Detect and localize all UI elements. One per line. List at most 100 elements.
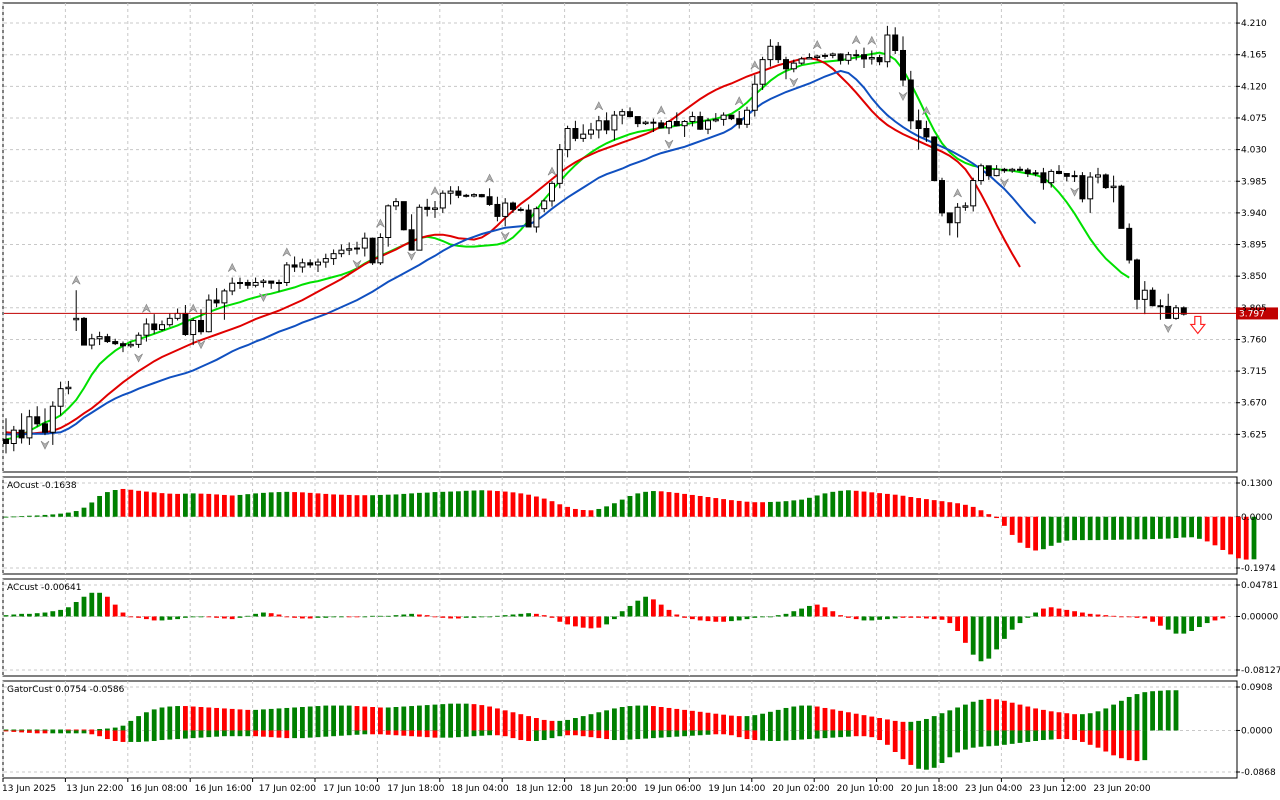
histogram-bar xyxy=(541,498,547,517)
histogram-bar xyxy=(370,495,375,517)
candle xyxy=(174,312,181,319)
candle xyxy=(166,317,173,326)
histogram-bar xyxy=(222,708,227,731)
histogram-bar xyxy=(424,615,430,617)
histogram-bar xyxy=(284,707,290,731)
histogram-bar xyxy=(89,729,95,731)
histogram-bar xyxy=(253,709,258,731)
candle xyxy=(471,194,477,197)
histogram-bar xyxy=(487,616,492,618)
candle xyxy=(533,208,540,228)
histogram-bar xyxy=(456,703,461,731)
x-tick-label: 17 Jun 02:00 xyxy=(259,784,316,794)
histogram-bar xyxy=(814,730,820,739)
histogram-bar xyxy=(791,706,797,731)
candle xyxy=(673,120,680,127)
histogram-bar xyxy=(331,494,336,517)
candle xyxy=(658,122,665,129)
histogram-bar xyxy=(674,492,680,517)
fractal-down-icon xyxy=(789,78,799,87)
histogram-bar xyxy=(1103,708,1109,731)
histogram-bar xyxy=(128,720,134,731)
histogram-bar xyxy=(128,730,134,742)
histogram-bar xyxy=(401,493,407,517)
candle xyxy=(689,116,696,122)
histogram-bar xyxy=(105,492,110,517)
histogram-bar xyxy=(479,705,485,731)
candle xyxy=(112,341,119,345)
histogram-bar xyxy=(604,710,609,731)
histogram-bar xyxy=(861,730,867,737)
histogram-bar xyxy=(136,730,141,742)
histogram-bar xyxy=(627,495,633,517)
histogram-bar xyxy=(167,706,173,731)
candle xyxy=(510,202,516,210)
histogram-bar xyxy=(939,616,945,620)
candle xyxy=(1071,175,1078,178)
candle xyxy=(603,120,610,131)
fractal-down-icon xyxy=(134,353,143,363)
candle xyxy=(96,336,103,340)
candle xyxy=(759,59,766,85)
histogram-bar xyxy=(292,492,297,517)
histogram-bar xyxy=(573,718,578,731)
y-tick-label: 0.0908 xyxy=(1241,683,1273,693)
candle xyxy=(346,248,353,251)
histogram-bar xyxy=(393,494,399,517)
histogram-bar xyxy=(1041,730,1046,741)
histogram-bar xyxy=(768,616,773,618)
histogram-bar xyxy=(354,495,360,517)
histogram-bar xyxy=(167,730,173,740)
histogram-bar xyxy=(931,616,937,620)
histogram-bar xyxy=(1095,516,1101,541)
histogram-bar xyxy=(807,497,812,517)
histogram-bar xyxy=(81,729,87,731)
histogram-bar xyxy=(151,616,157,621)
candle xyxy=(416,206,423,251)
sell-signal-arrow-icon[interactable] xyxy=(1189,315,1207,335)
fractal-down-icon xyxy=(259,293,268,303)
histogram-bar xyxy=(666,730,672,738)
histogram-bar xyxy=(144,616,149,620)
candle xyxy=(1087,176,1094,200)
histogram-bar xyxy=(510,614,516,617)
histogram-bar xyxy=(619,611,625,617)
histogram-bar xyxy=(1119,616,1124,618)
histogram-bar xyxy=(1212,516,1218,546)
histogram-bar xyxy=(1025,616,1031,618)
histogram-bar xyxy=(1080,730,1085,742)
histogram-bar xyxy=(612,708,617,731)
fractal-up-icon xyxy=(376,218,385,228)
histogram-bar xyxy=(1119,730,1124,759)
histogram-bar xyxy=(175,616,180,620)
histogram-bar xyxy=(705,616,711,622)
candle xyxy=(1024,169,1031,175)
histogram-bar xyxy=(510,712,516,731)
histogram-bar xyxy=(994,616,999,650)
histogram-bar xyxy=(994,516,999,519)
x-tick-label: 20 Jun 18:00 xyxy=(901,784,958,794)
histogram-bar xyxy=(885,616,890,620)
histogram-bar xyxy=(97,730,102,737)
candle xyxy=(588,129,594,135)
histogram-bar xyxy=(120,612,126,617)
histogram-bar xyxy=(690,710,695,731)
histogram-bar xyxy=(1150,516,1155,540)
histogram-bar xyxy=(1103,730,1109,752)
pane-frame xyxy=(2,578,1238,677)
histogram-bar xyxy=(1150,616,1155,622)
histogram-bar xyxy=(573,616,578,627)
histogram-bar xyxy=(892,730,898,752)
histogram-bar xyxy=(284,616,290,618)
candle xyxy=(120,343,126,347)
histogram-bar xyxy=(924,730,929,770)
fractal-up-icon xyxy=(750,60,760,70)
histogram-bar xyxy=(276,492,282,517)
histogram-bar xyxy=(580,510,586,517)
histogram-bar xyxy=(635,600,641,617)
histogram-bar xyxy=(1197,616,1202,628)
histogram-bar xyxy=(846,616,851,618)
histogram-bar xyxy=(947,502,953,517)
histogram-bar xyxy=(19,613,24,617)
